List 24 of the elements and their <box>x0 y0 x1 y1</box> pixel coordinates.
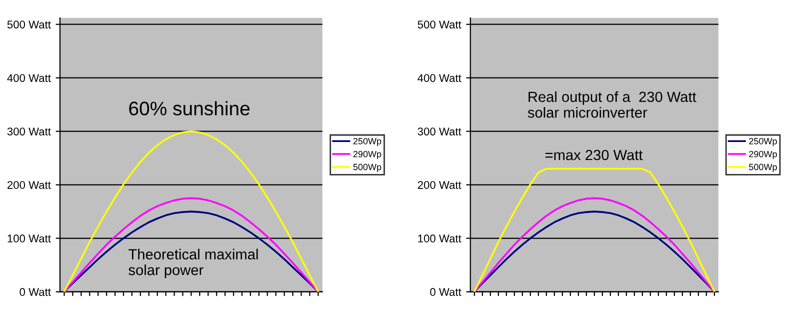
legend-label: 500Wp <box>353 164 382 172</box>
y-tick-label: 100 Watt <box>8 234 51 242</box>
annotation: Theoretical maximal solar power <box>128 248 258 278</box>
annotation: 60% sunshine <box>129 101 250 116</box>
y-tick-label: 500 Watt <box>7 20 51 28</box>
y-tick-label: 300 Watt <box>7 128 51 136</box>
legend-label: 500Wp <box>749 164 777 172</box>
annotation: Real output of a 230 Watt solar microinverter <box>528 91 696 118</box>
y-tick-label: 200 Watt <box>418 181 462 189</box>
line-series <box>473 168 716 292</box>
line-series <box>63 130 320 292</box>
y-tick-label: 400 Watt <box>7 74 51 82</box>
annotation: =max 230 Watt <box>546 150 643 160</box>
y-tick-label: 300 Watt <box>418 128 462 136</box>
legend-label: 250Wp <box>353 138 382 146</box>
y-tick-label: 500 Watt <box>418 20 462 28</box>
y-tick-label: 100 Watt <box>418 234 462 242</box>
y-tick-label: 400 Watt <box>418 74 462 82</box>
y-tick-label: 0 Watt <box>430 288 462 296</box>
legend-label: 250Wp <box>749 138 777 146</box>
legend-label: 290Wp <box>353 150 382 160</box>
y-tick-label: 0 Watt <box>20 288 51 296</box>
y-tick-label: 200 Watt <box>7 181 51 189</box>
legend-label: 290Wp <box>749 150 777 160</box>
